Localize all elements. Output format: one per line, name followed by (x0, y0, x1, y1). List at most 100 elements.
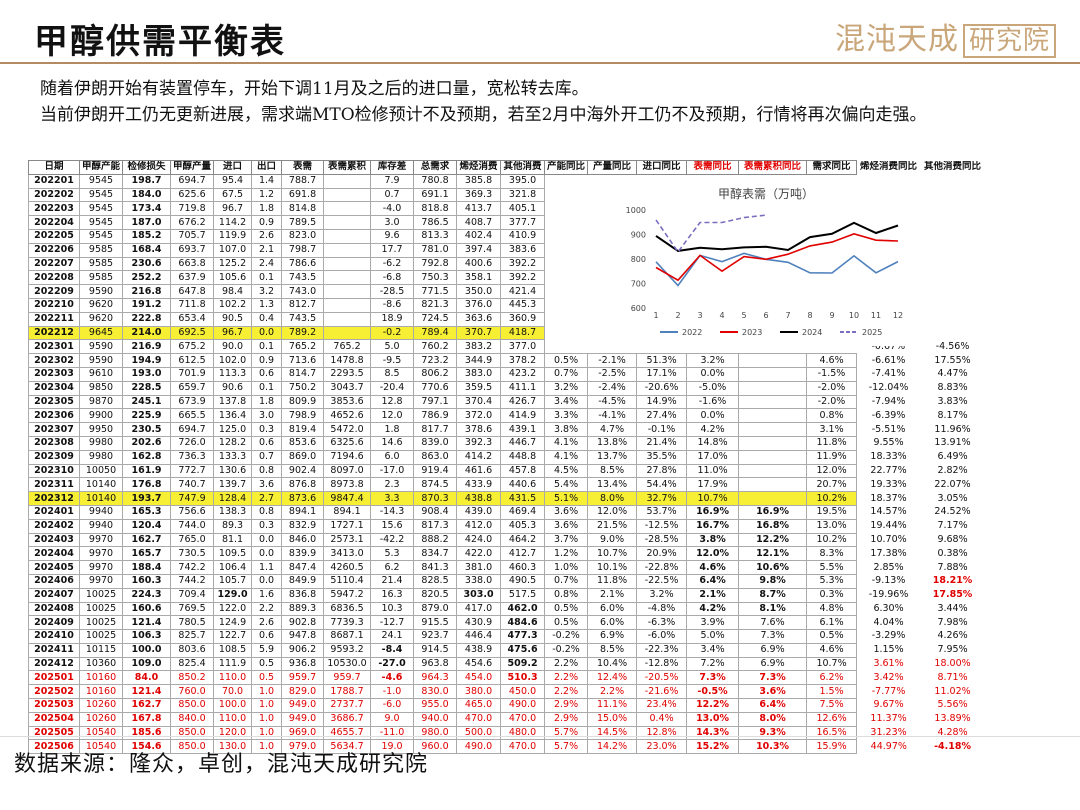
table-cell: 694.7 (170, 422, 215, 437)
table-cell: 9.3% (738, 725, 808, 741)
table-cell: 510.3 (500, 670, 546, 686)
table-cell: 381.0 (456, 560, 502, 575)
table-cell: 9545 (78, 187, 124, 203)
column-header: 检修损失 (122, 160, 172, 175)
table-cell: 647.8 (170, 284, 215, 299)
table-cell: 789.5 (281, 215, 325, 230)
table-cell: 470.0 (456, 711, 502, 727)
table-cell: 8.3% (806, 546, 858, 562)
table-cell (545, 312, 588, 326)
table-cell: 109.5 (213, 546, 253, 562)
table-cell: -21.6% (636, 684, 688, 700)
table-cell: 0.0 (251, 532, 283, 548)
table-row: 202410 10025 106.3 825.7 122.7 0.6 947.8 8687.1… (28, 629, 985, 644)
table-cell (323, 187, 372, 203)
table-cell: 879.0 (413, 601, 458, 617)
table-cell: 10.7% (806, 656, 858, 672)
table-cell: 1478.8 (323, 353, 372, 368)
table-cell (323, 201, 372, 217)
table-cell: 385.8 (456, 173, 502, 189)
column-header: 进口 (213, 160, 253, 175)
table-cell (921, 257, 985, 271)
table-cell: 137.8 (213, 394, 253, 410)
table-cell: 3.44% (937, 602, 968, 614)
table-cell: 202506 (28, 739, 80, 755)
table-cell: 9970 (78, 532, 124, 548)
table-cell: 9545 (78, 201, 124, 217)
table-cell: 202401 (28, 504, 80, 520)
table-cell (323, 228, 372, 244)
table-cell: 9545 (78, 228, 124, 244)
data-source: 数据来源：隆众，卓创，混沌天成研究院 (14, 752, 429, 777)
table-cell: 12.8% (636, 725, 688, 741)
table-cell: 17.55% (934, 354, 971, 366)
table-cell: 202308 (28, 435, 80, 451)
table-cell: -17.0 (370, 463, 415, 479)
table-header-row: 日期 甲醇产能 检修损失 甲醇产量 进口 出口 表需 表需累积 库存差 总需求 烯烃消费 其他消费 产能… (28, 160, 985, 175)
column-header: 总需求 (413, 160, 458, 175)
table-cell: 1.0 (251, 739, 283, 755)
table-cell: 2.82% (937, 464, 968, 476)
table-cell: 2.2 (251, 601, 283, 617)
table-row: 202206 9585 168.4 693.7 107.0 2.1 798.7 17.7 781… (28, 242, 985, 258)
table-cell: 9620 (78, 311, 124, 327)
table-cell: 21.5% (587, 518, 638, 534)
table-cell: 9970 (78, 560, 124, 575)
table-cell: 202403 (28, 532, 80, 548)
table-cell: 414.9 (500, 408, 546, 424)
table-cell: 168.4 (122, 242, 172, 258)
table-cell: 10.7% (587, 546, 638, 562)
table-cell: 11.8% (806, 435, 858, 451)
table-cell: 1.8 (251, 201, 283, 217)
table-cell: 5110.4 (323, 573, 372, 589)
table-cell: 18.37% (870, 492, 907, 504)
table-cell: 10140 (78, 491, 124, 506)
table-cell: 21.4 (370, 573, 415, 589)
table-cell: 344.9 (456, 353, 502, 368)
table-cell: 840.0 (170, 711, 215, 727)
table-cell: 9850 (78, 380, 124, 396)
table-cell: 839.0 (413, 435, 458, 451)
x-tick-label: 10 (849, 311, 859, 320)
table-cell: 14.57% (870, 506, 907, 518)
column-header: 库存差 (370, 160, 415, 175)
table-cell: 14.9% (636, 394, 688, 410)
table-cell: 955.0 (413, 698, 458, 713)
table-cell: 98.4 (213, 284, 253, 299)
table-cell: 130.6 (213, 463, 253, 479)
table-cell: 11.8% (587, 573, 638, 589)
table-cell: 756.6 (170, 504, 215, 520)
table-cell: 8.5% (587, 642, 638, 658)
table-cell: 6.30% (873, 602, 904, 614)
table-cell: 2.1 (251, 242, 283, 258)
table-cell: 8.17% (937, 409, 968, 421)
table-cell: 6.2% (806, 670, 858, 686)
table-cell (545, 188, 588, 202)
table-row: 202401 9940 165.3 756.6 138.3 0.8 894.1 894.1 -1… (28, 504, 985, 520)
column-header: 表需累积 (323, 160, 372, 175)
table-cell: 612.5 (170, 353, 215, 368)
table-cell: -8.4 (370, 642, 415, 658)
table-cell: 10160 (78, 684, 124, 700)
table-cell: 14.3% (686, 725, 740, 741)
legend-label: 2022 (682, 328, 702, 337)
balance-table: 日期 甲醇产能 检修损失 甲醇产量 进口 出口 表需 表需累积 库存差 总需求 烯烃消费 其他消费 产能… (28, 160, 985, 755)
table-cell: 9593.2 (323, 642, 372, 658)
table-cell: 6.1% (806, 615, 858, 631)
table-cell: 20.9% (636, 546, 688, 562)
table-cell: 786.9 (413, 408, 458, 424)
table-cell: 383.2 (456, 339, 502, 355)
table-cell: 110.0 (213, 670, 253, 686)
column-header: 产量同比 (587, 160, 638, 175)
table-cell: 15.2% (686, 739, 740, 755)
table-cell: 5.7% (544, 725, 589, 741)
table-cell: 360.9 (500, 311, 546, 327)
table-cell: 51.3% (636, 353, 688, 368)
table-cell: 461.6 (456, 463, 502, 479)
table-row: 202402 9940 120.4 744.0 89.3 0.3 832.9 1727.1 15… (28, 518, 985, 534)
table-cell: 823.0 (281, 228, 325, 244)
table-cell: 133.3 (213, 449, 253, 465)
table-cell: 770.6 (413, 380, 458, 396)
table-cell: 3686.7 (323, 711, 372, 727)
table-cell: -42.2 (370, 532, 415, 548)
